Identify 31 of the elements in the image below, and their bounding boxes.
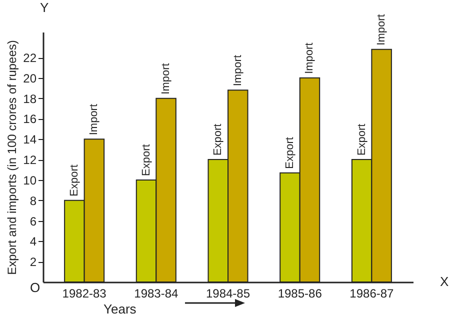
text: Export [212,124,224,156]
y-tick-label: 4 [30,234,37,249]
x-tick-label: 1985-86 [278,286,322,300]
y-tick-label: 18 [23,92,37,106]
y-tick-label: 12 [23,153,37,168]
y-tick-label: 6 [30,214,37,228]
y-tick-label: 2 [30,255,37,270]
x-tick-label: 1983-84 [134,286,178,300]
text: Import [88,104,100,136]
y-tick-label: 8 [30,194,37,208]
y-tick-label: 16 [23,112,37,126]
y-tick-label: 22 [23,51,37,66]
text: Import [304,42,316,74]
text: O [30,280,40,295]
y-axis-title: Export and imports (in 100 crores of rupees) [5,40,20,275]
text: X [440,274,449,289]
text: Import [376,14,388,46]
x-axis-title: Years [104,302,137,316]
y-tick-label: 10 [23,173,37,188]
x-tick-label: 1986-87 [350,286,394,300]
text: Export [68,164,80,196]
text: Import [232,54,244,86]
text: Export [140,144,152,176]
x-tick-label: 1982-83 [62,286,107,300]
x-tick-label: 1984-85 [206,286,250,300]
y-tick-label: 14 [23,132,37,147]
text: Import [160,63,172,94]
text: Y [40,0,49,15]
text: Export [356,124,368,156]
y-tick-label: 20 [23,71,37,86]
text: Export [284,137,296,169]
